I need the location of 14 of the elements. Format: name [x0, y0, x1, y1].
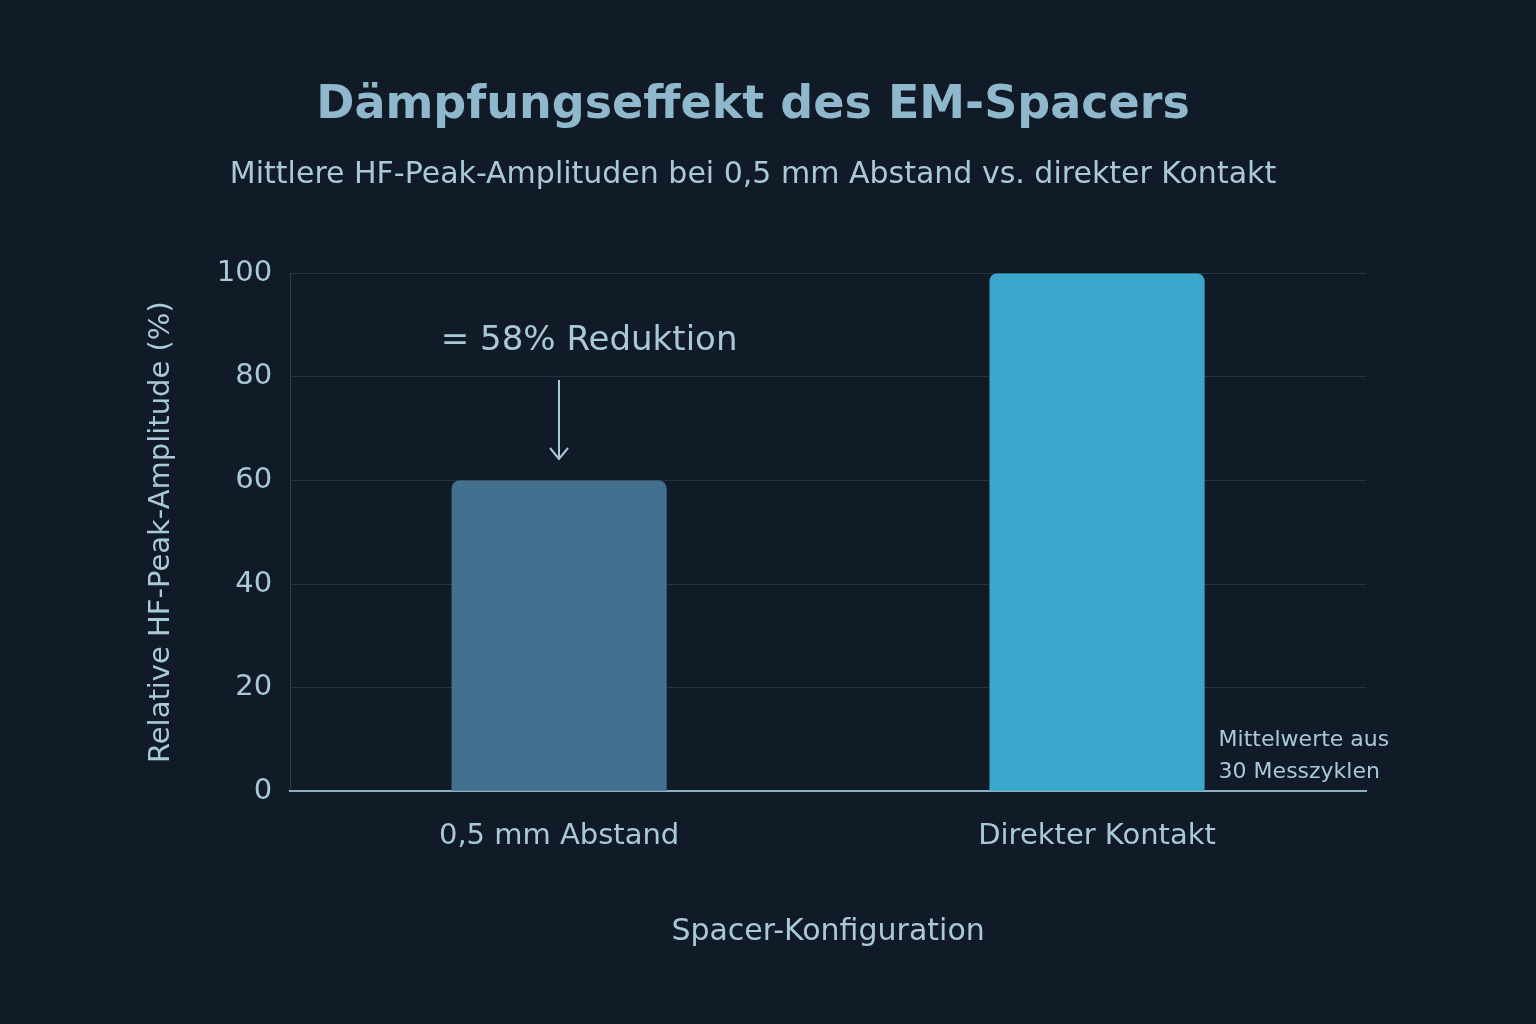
x-tick-label: 0,5 mm Abstand [438, 817, 680, 852]
x-tick-label: Direkter Kontakt [978, 817, 1216, 852]
x-axis-title: Spacer-Konfiguration [671, 911, 985, 947]
annotation: Mittelwerte aus 30 Messzyklen [1218, 725, 1390, 783]
y-tick-label: 20 [235, 668, 273, 703]
annotation: = 58% Reduktion [440, 318, 738, 359]
y-tick-label: 80 [235, 357, 273, 392]
chart-title: Dämpfungseffekt des EM-Spacers [316, 74, 1190, 129]
y-tick-label: 0 [253, 771, 273, 806]
chart-subtitle: Mittlere HF-Peak-Amplituden bei 0,5 mm Abstand vs. direkter Kontakt [229, 155, 1277, 190]
y-tick-label: 40 [235, 564, 273, 599]
y-axis-title: Relative HF-Peak-Amplitude (%) [141, 301, 176, 764]
y-tick-label: 100 [216, 253, 273, 288]
y-tick-label: 60 [235, 460, 273, 495]
